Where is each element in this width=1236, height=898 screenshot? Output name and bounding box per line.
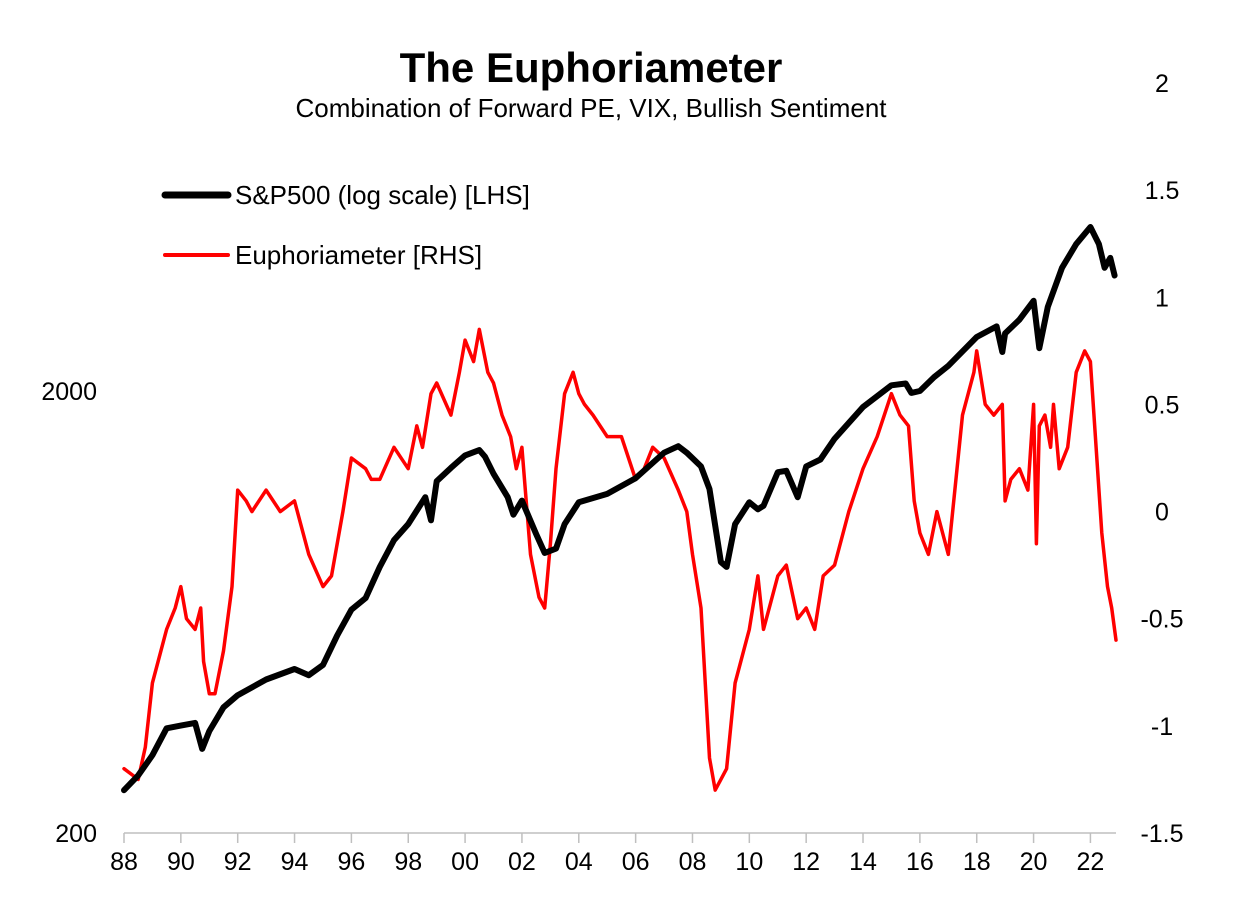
x-tick-label: 00	[451, 848, 479, 876]
y-right-tick-label: 1.5	[1145, 177, 1180, 205]
x-tick-label: 90	[167, 848, 195, 876]
x-tick-label: 22	[1077, 848, 1105, 876]
legend: S&P500 (log scale) [LHS] Euphoriameter […	[161, 180, 530, 270]
legend-label-sp500: S&P500 (log scale) [LHS]	[235, 180, 530, 210]
euphoriameter-line	[122, 327, 1118, 792]
x-tick-label: 06	[622, 848, 650, 876]
x-tick-label: 16	[906, 848, 934, 876]
y-right-tick-label: 0	[1155, 499, 1169, 527]
x-tick-label: 10	[735, 848, 763, 876]
x-tick-label: 02	[508, 848, 536, 876]
x-tick-label: 88	[110, 848, 138, 876]
y-left-tick-label: 200	[55, 820, 97, 848]
x-tick-label: 98	[394, 848, 422, 876]
x-tick-label: 92	[224, 848, 252, 876]
y-left-axis: 200 2000	[41, 378, 97, 848]
y-right-tick-label: -1	[1151, 713, 1173, 741]
y-left-tick-label: 2000	[41, 378, 97, 406]
x-tick-label: 14	[849, 848, 877, 876]
chart-title: The Euphoriameter	[400, 44, 783, 91]
x-tick-label: 18	[963, 848, 991, 876]
y-right-axis: -1.5 -1 -0.5 0 0.5 1 1.5 2	[1140, 70, 1183, 848]
x-tick-label: 04	[565, 848, 593, 876]
x-tick-label: 12	[792, 848, 820, 876]
y-right-tick-label: 0.5	[1145, 391, 1180, 419]
y-right-tick-label: -0.5	[1140, 606, 1183, 634]
x-tick-label: 20	[1020, 848, 1048, 876]
y-right-tick-label: 2	[1155, 70, 1169, 98]
x-axis: 88 90 92 94 96 98 00 02 04 06 08 10 12 14 16 18 20 22	[110, 832, 1116, 876]
x-tick-label: 94	[281, 848, 309, 876]
x-tick-label: 08	[679, 848, 707, 876]
x-tick-label: 96	[337, 848, 365, 876]
sp500-line	[121, 224, 1118, 794]
y-right-tick-label: -1.5	[1140, 820, 1183, 848]
chart-subtitle: Combination of Forward PE, VIX, Bullish …	[295, 93, 887, 123]
y-right-tick-label: 1	[1155, 284, 1169, 312]
legend-label-euphoriameter: Euphoriameter [RHS]	[235, 240, 482, 270]
